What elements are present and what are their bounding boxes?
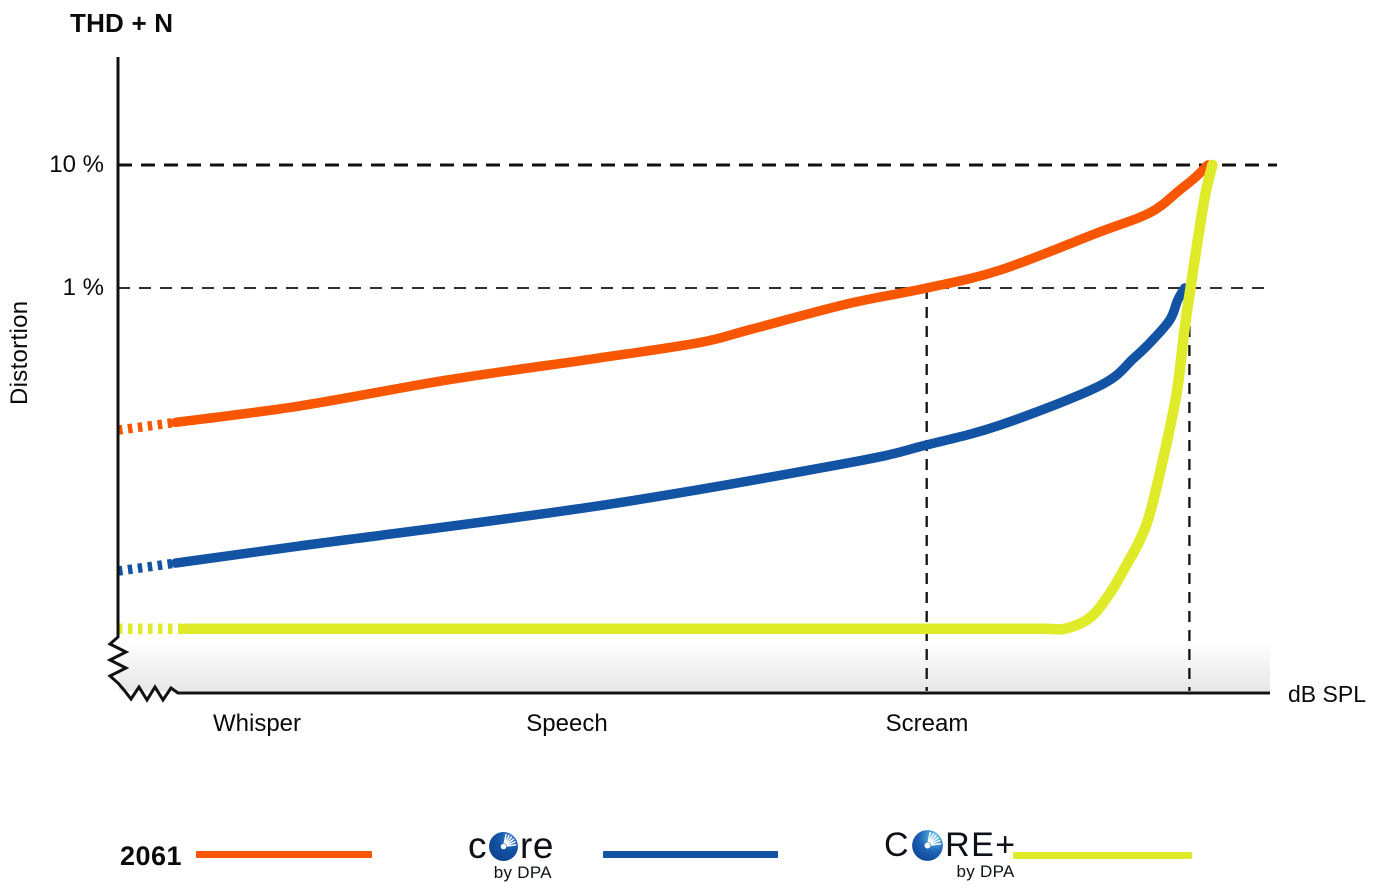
guide-lines xyxy=(118,163,1277,691)
y-tick-10-percent: 10 % xyxy=(49,151,104,178)
series-curves xyxy=(117,159,1218,635)
series-dotted-start-2061 xyxy=(117,417,177,435)
x-axis-label: dB SPL xyxy=(1288,681,1366,707)
core-plus-logo-subtext: by DPA xyxy=(956,862,1015,881)
series-curve-2061 xyxy=(170,160,1213,428)
legend-swatch-2061 xyxy=(196,851,372,858)
core-by-dpa-logo: c xyxy=(468,825,554,883)
axis-floor-gradient xyxy=(119,640,1270,691)
x-category-speech: Speech xyxy=(526,710,608,737)
core-plus-by-dpa-logo: C xyxy=(884,828,1017,882)
y-axis-label: Distortion xyxy=(6,300,33,406)
chart-title: THD + N xyxy=(70,8,174,38)
series-curve-CORE by DPA xyxy=(170,283,1190,568)
core-plus-logo-suffix: RE+ xyxy=(945,826,1017,864)
x-category-scream: Scream xyxy=(885,710,969,737)
core-logo-prefix: c xyxy=(468,825,487,866)
axes-with-break xyxy=(106,57,1270,703)
core-plus-globe-icon xyxy=(912,829,943,861)
series-curve-CORE+ by DPA xyxy=(179,159,1218,635)
y-tick-1-percent: 1 % xyxy=(62,274,104,301)
core-logo-subtext: by DPA xyxy=(493,863,552,882)
legend-swatch-core xyxy=(603,851,778,858)
legend-label-2061: 2061 xyxy=(120,841,183,871)
legend-swatch-core-plus xyxy=(1013,852,1192,859)
core-logo-suffix: re xyxy=(520,825,554,866)
series-dotted-start-CORE by DPA xyxy=(117,558,177,576)
x-category-whisper: Whisper xyxy=(212,710,302,737)
core-plus-logo-prefix: C xyxy=(884,826,911,864)
core-globe-icon xyxy=(489,831,518,861)
